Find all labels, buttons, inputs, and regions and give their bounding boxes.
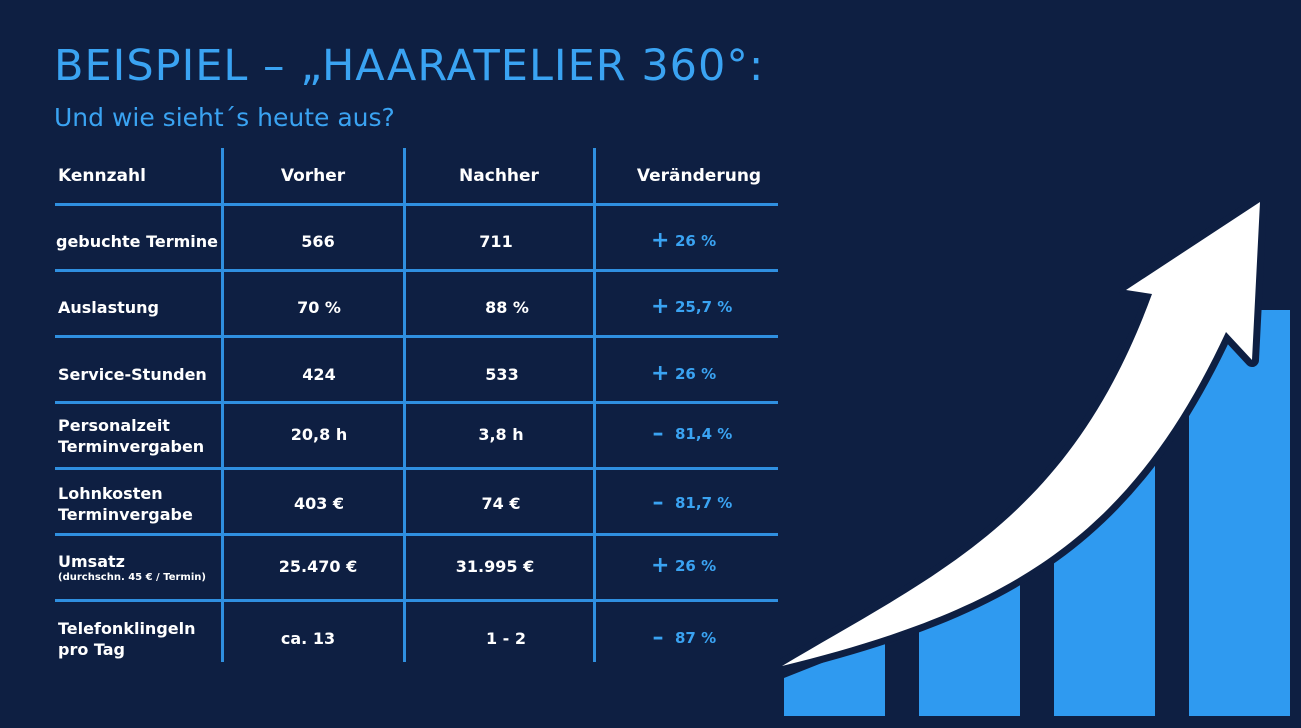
change-value: +25,7 %	[651, 294, 733, 319]
minus-icon: –	[652, 490, 664, 515]
header-nachher: Nachher	[459, 166, 539, 186]
change-value: –81,7 %	[651, 490, 733, 515]
row-label-note: (durchschn. 45 € / Termin)	[58, 572, 206, 583]
value-before: 25.470 €	[278, 557, 358, 576]
row-divider	[55, 401, 778, 404]
row-divider	[55, 335, 778, 338]
value-after: 31.995 €	[455, 557, 535, 576]
header-kennzahl: Kennzahl	[58, 166, 146, 186]
row-label: Telefonklingeln	[58, 619, 196, 638]
row-label-text: Umsatz	[58, 552, 125, 571]
row-label-line2: Terminvergabe	[58, 505, 193, 524]
row-label-line2: pro Tag	[58, 640, 126, 659]
comparison-table: Kennzahl Vorher Nachher Veränderung gebu…	[55, 148, 778, 662]
value-before: 70 %	[297, 298, 341, 317]
change-percent: 81,7 %	[675, 494, 733, 512]
change-percent: 81,4 %	[675, 425, 733, 443]
value-before: 566	[301, 232, 335, 251]
page-subtitle: Und wie sieht´s heute aus?	[54, 103, 395, 132]
growth-bar	[1189, 310, 1290, 716]
header-vorher: Vorher	[280, 166, 346, 186]
row-label-line2: Terminvergaben	[58, 437, 205, 456]
row-label: Auslastung	[58, 298, 159, 317]
row-label: Lohnkosten	[58, 484, 163, 503]
change-percent: 25,7 %	[675, 298, 733, 316]
value-after: 711	[479, 232, 513, 251]
change-value: +26 %	[651, 228, 717, 253]
change-percent: 26 %	[675, 365, 717, 383]
arrow-up-icon	[782, 202, 1260, 666]
value-before: ca. 13	[280, 629, 336, 648]
change-percent: 26 %	[675, 232, 717, 250]
row-divider	[55, 533, 778, 536]
change-value: –81,4 %	[651, 421, 733, 446]
minus-icon: –	[652, 421, 664, 446]
change-value: +26 %	[651, 361, 717, 386]
row-divider	[55, 203, 778, 206]
value-after: 1 - 2	[485, 629, 527, 648]
value-after: 3,8 h	[478, 425, 524, 444]
plus-icon: +	[651, 553, 670, 578]
row-divider	[55, 269, 778, 272]
row-label: Umsatz (durchschn. 45 € / Termin)	[58, 552, 206, 584]
plus-icon: +	[651, 361, 670, 386]
row-label: Service-Stunden	[58, 365, 207, 384]
header-veraenderung: Veränderung	[636, 166, 762, 186]
plus-icon: +	[651, 294, 670, 319]
value-after: 533	[485, 365, 519, 384]
page-title: BEISPIEL – „HAARATELIER 360°:	[54, 41, 765, 91]
change-value: –87 %	[651, 625, 717, 650]
value-before: 424	[302, 365, 336, 384]
value-before: 20,8 h	[290, 425, 348, 444]
value-after: 88 %	[485, 298, 529, 317]
row-divider	[55, 599, 778, 602]
column-divider	[403, 148, 406, 662]
change-value: +26 %	[651, 553, 717, 578]
change-percent: 87 %	[675, 629, 717, 647]
value-before: 403 €	[293, 494, 345, 513]
column-divider	[221, 148, 224, 662]
growth-bar	[784, 638, 885, 716]
growth-bars-arrow-icon	[780, 200, 1290, 716]
change-percent: 26 %	[675, 557, 717, 575]
row-label: gebuchte Termine	[56, 232, 219, 251]
minus-icon: –	[652, 625, 664, 650]
plus-icon: +	[651, 228, 670, 253]
row-divider	[55, 467, 778, 470]
value-after: 74 €	[481, 494, 521, 513]
row-label: Personalzeit	[58, 416, 170, 435]
column-divider	[593, 148, 596, 662]
